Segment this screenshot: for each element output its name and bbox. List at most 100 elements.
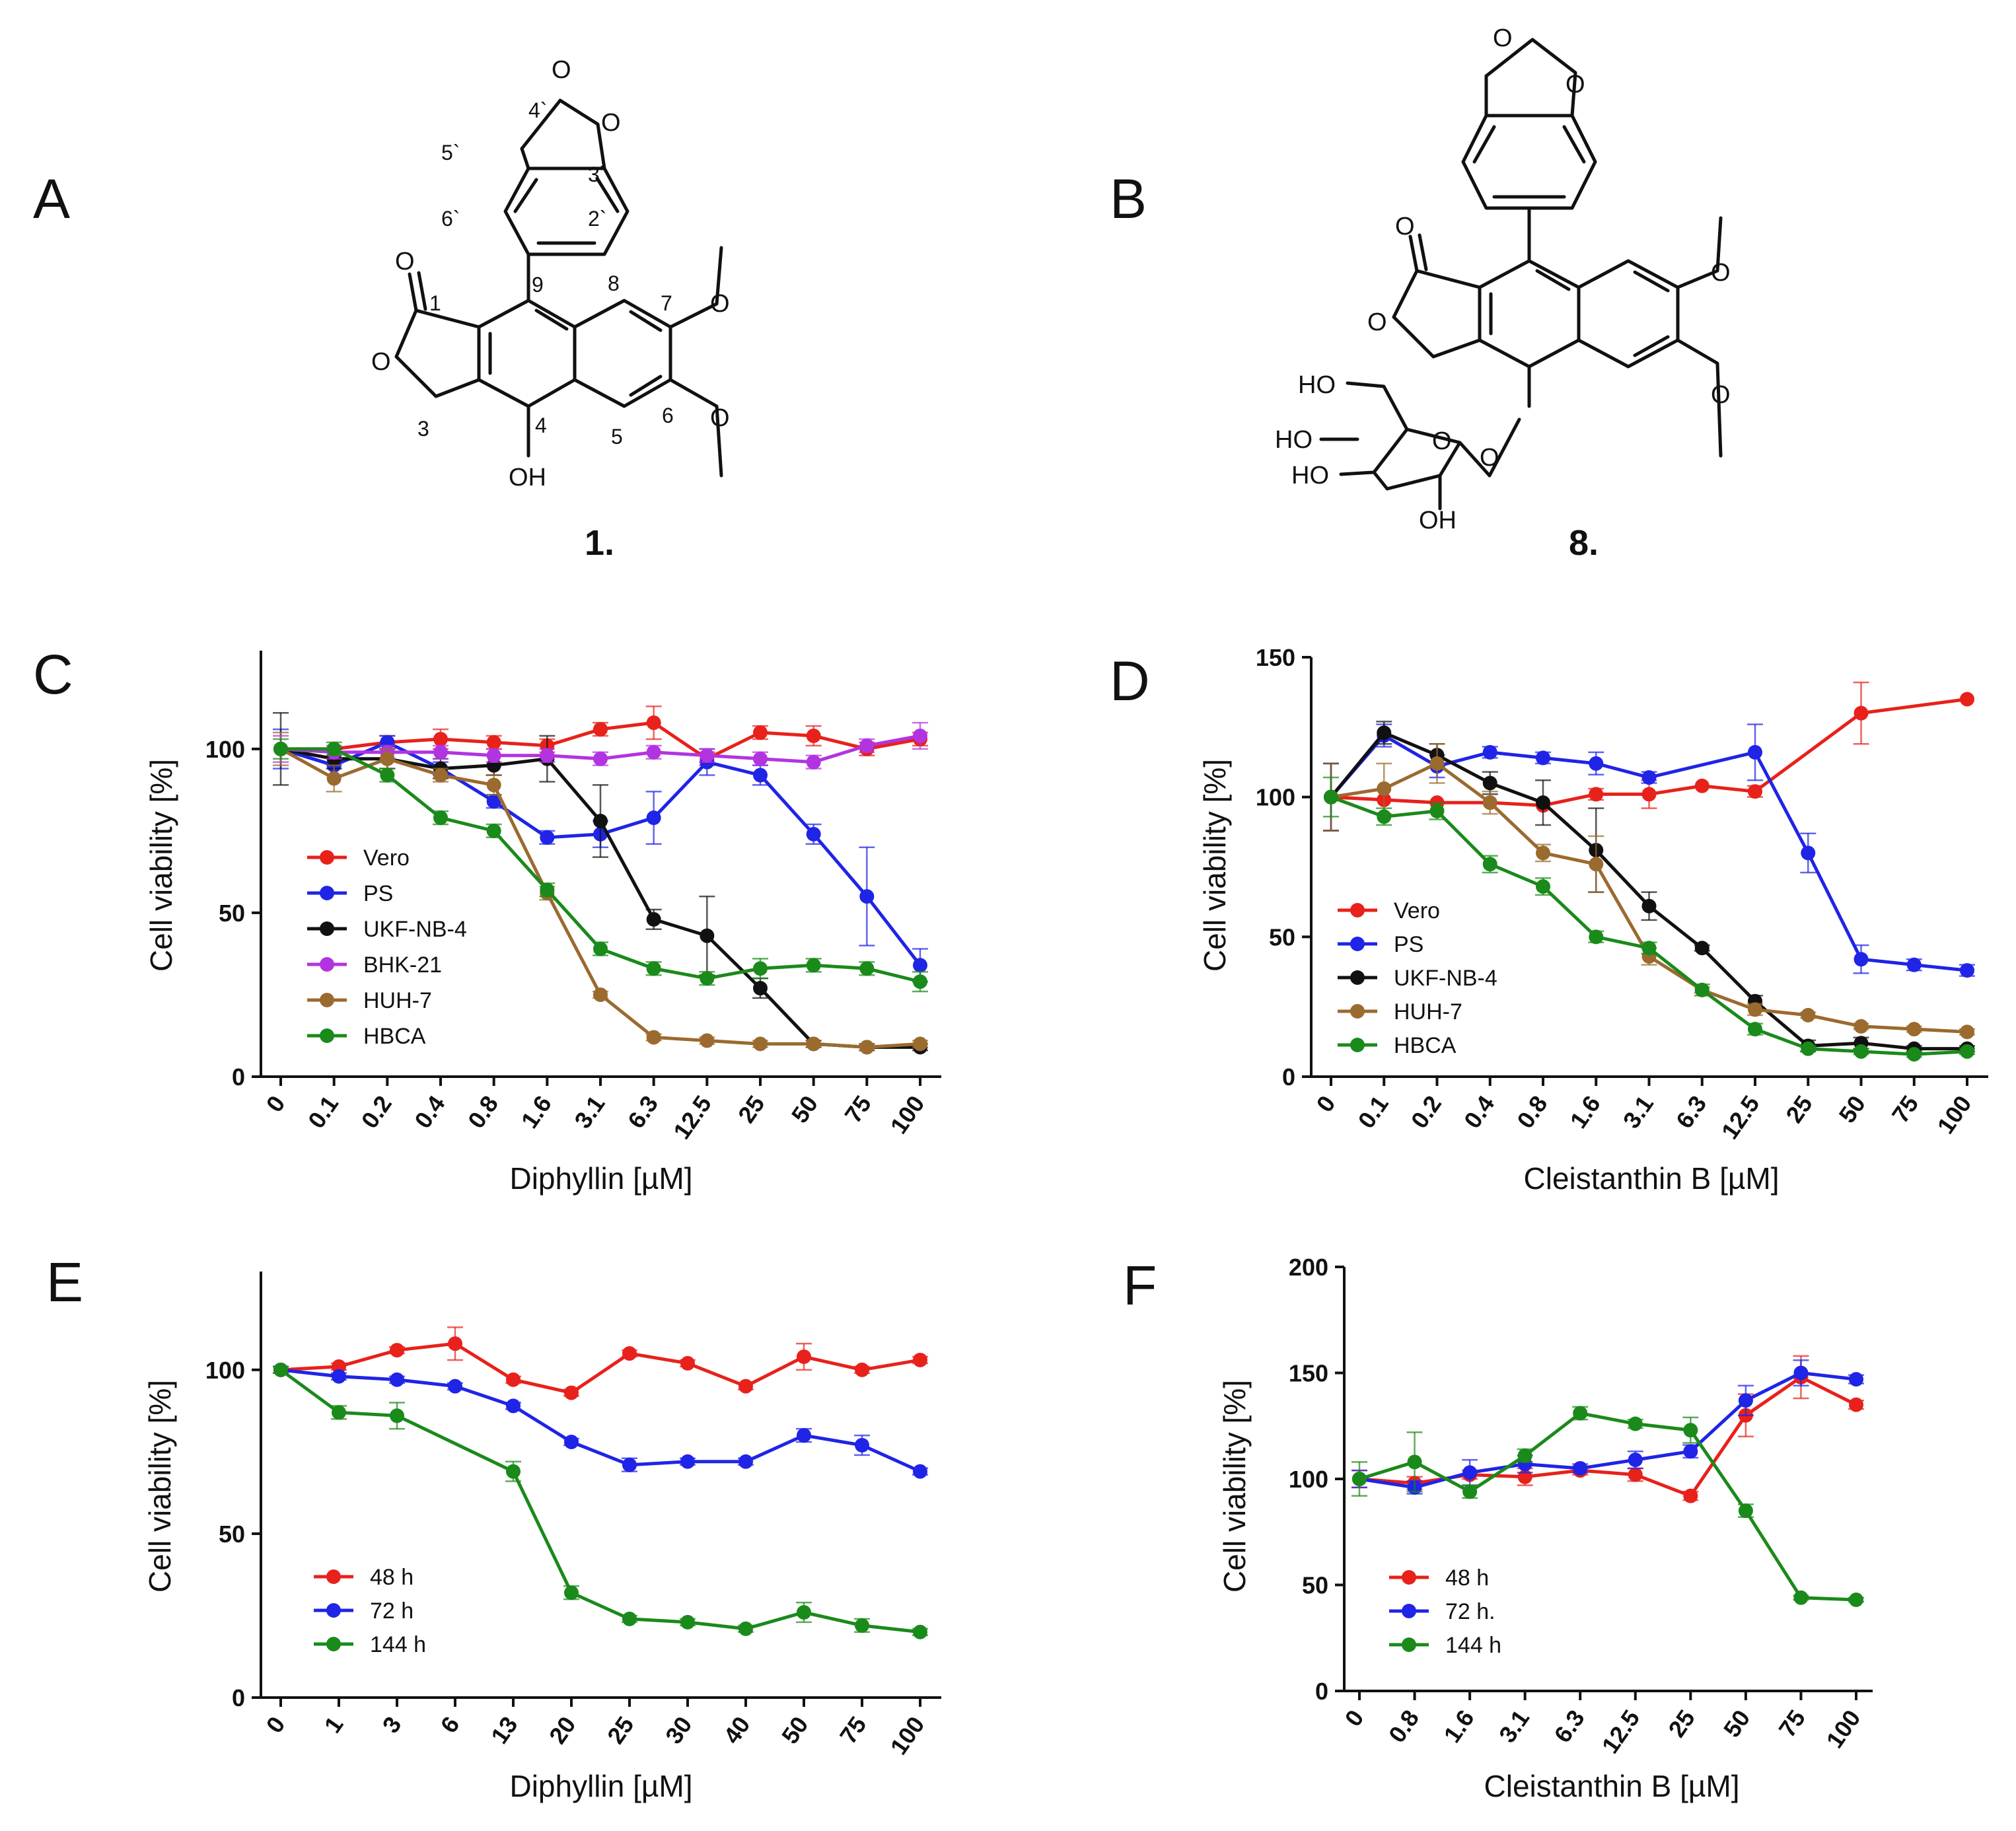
legend-label: PS	[363, 881, 393, 906]
atom-o: O	[710, 290, 730, 318]
data-point	[273, 1362, 288, 1377]
x-axis-label: Cleistanthin B [µM]	[1524, 1161, 1780, 1196]
x-tick-label: 3.1	[1618, 1091, 1659, 1133]
data-point	[913, 1624, 927, 1639]
data-point	[806, 754, 821, 770]
legend-label: 72 h	[370, 1598, 414, 1624]
atom-number: 5	[611, 425, 623, 449]
legend-label: 72 h.	[1445, 1599, 1495, 1624]
x-axis-label: Diphyllin [µM]	[509, 1769, 692, 1803]
y-tick-label: 0	[232, 1063, 245, 1091]
data-point	[1694, 941, 1710, 956]
legend-swatch-marker	[320, 921, 334, 936]
x-tick-label: 25	[1780, 1091, 1818, 1128]
data-point	[1801, 845, 1816, 861]
series-line-48-h	[1359, 1375, 1857, 1498]
x-tick-label: 75	[1773, 1705, 1811, 1742]
data-point	[486, 748, 501, 763]
data-point	[646, 744, 661, 760]
atom-number: 3`	[588, 162, 606, 186]
data-point	[1683, 1444, 1698, 1459]
data-point	[1352, 1472, 1367, 1486]
data-point	[326, 741, 342, 756]
y-tick-label: 150	[1289, 1360, 1328, 1387]
legend-label: HUH-7	[1394, 999, 1462, 1024]
data-point	[540, 830, 555, 845]
panel-label-e: E	[46, 1251, 83, 1313]
series-line-72-h	[1359, 1371, 1857, 1490]
data-point	[913, 1464, 927, 1479]
data-point	[1324, 789, 1338, 805]
data-point	[390, 1372, 404, 1387]
series-line-48-h	[280, 1342, 921, 1395]
bond	[1577, 259, 1680, 369]
data-point	[1589, 787, 1604, 802]
bond	[1339, 470, 1376, 476]
data-point	[1641, 770, 1657, 785]
series-line-72-h	[280, 1368, 921, 1473]
data-point	[593, 751, 608, 766]
data-point	[1738, 1503, 1753, 1519]
bond	[1488, 417, 1521, 478]
atom-o: O	[1395, 213, 1415, 240]
data-point	[1748, 784, 1762, 799]
bond	[1676, 216, 1723, 289]
data-point	[1517, 1448, 1532, 1463]
x-tick-label: 12.5	[1597, 1705, 1645, 1758]
structure-cleistanthin-b: O O O O O O O O HO HO HO OH	[1275, 24, 1731, 534]
legend-label: BHK-21	[363, 952, 442, 978]
panel-label-a: A	[33, 168, 70, 230]
atom-ho: HO	[1291, 462, 1329, 489]
x-tick-label: 75	[834, 1711, 872, 1748]
atom-o: O	[1432, 427, 1452, 455]
data-point	[700, 928, 715, 943]
atom-number: 4`	[528, 98, 547, 122]
bond	[1535, 269, 1571, 291]
x-tick-label: 6.3	[1548, 1705, 1589, 1748]
data-point	[738, 1454, 753, 1469]
bond	[1484, 38, 1577, 118]
x-tick-label: 3.1	[569, 1091, 610, 1133]
data-point	[1906, 957, 1922, 972]
data-point	[1429, 803, 1445, 818]
data-point	[506, 1372, 521, 1387]
data-point	[1536, 795, 1550, 810]
x-tick-label: 1.6	[516, 1091, 557, 1133]
panel-a: A	[33, 56, 730, 563]
data-point	[564, 1585, 579, 1600]
x-tick-label: 3	[377, 1711, 406, 1738]
bond	[394, 308, 481, 398]
chart-d: 0 50 100 150 0 0.1 0.2 0.4 0.8 1.6 3.1 6.3 12.5 25 50 7…	[1198, 644, 1988, 1196]
bond	[1633, 270, 1670, 293]
data-point	[1589, 857, 1604, 872]
atom-o: O	[1367, 308, 1387, 336]
legend-label: 48 h	[1445, 1565, 1489, 1591]
data-point	[1589, 929, 1604, 945]
data-point	[1683, 1488, 1698, 1503]
data-point	[859, 889, 875, 904]
x-tick-label: 100	[1821, 1705, 1866, 1753]
x-tick-label: 0	[260, 1091, 290, 1117]
data-point	[797, 1428, 811, 1443]
x-tick-label: 0.8	[462, 1091, 503, 1133]
x-tick-label: 50	[1833, 1091, 1871, 1128]
data-point	[540, 882, 555, 898]
legend-swatch-marker	[1350, 970, 1365, 985]
data-point	[859, 961, 875, 976]
data-point	[1482, 795, 1497, 810]
legend-swatch-marker	[1350, 903, 1365, 917]
bond	[503, 166, 630, 256]
data-point	[700, 748, 715, 763]
bond	[417, 271, 427, 311]
y-tick-label: 100	[205, 736, 245, 763]
bond	[1461, 114, 1597, 210]
legend-label: HUH-7	[363, 988, 432, 1013]
atom-oh: OH	[1419, 507, 1457, 534]
y-axis-label: Cell viability [%]	[1198, 759, 1232, 972]
legend-label: 48 h	[370, 1565, 414, 1590]
data-point	[1906, 1047, 1922, 1062]
data-point	[326, 771, 342, 786]
data-point	[1960, 692, 1974, 707]
x-tick-label: 13	[486, 1711, 523, 1748]
